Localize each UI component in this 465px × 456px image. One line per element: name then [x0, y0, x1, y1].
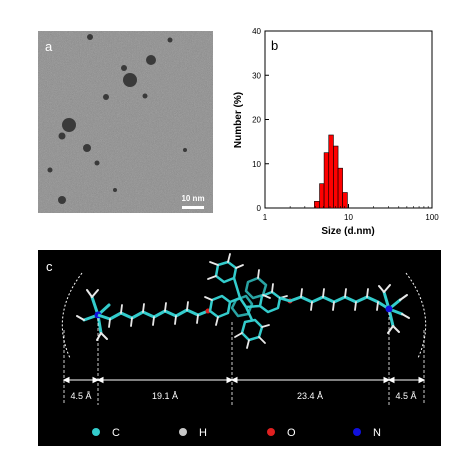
- histogram-bar-2: [319, 183, 325, 209]
- tpe-core-hydrogens: [204, 253, 288, 349]
- histogram-bar-4: [328, 134, 334, 209]
- panel-a: a 10 nm: [38, 31, 213, 213]
- panel-a-label: a: [45, 39, 53, 54]
- x-axis-ticks: 1 10 100: [263, 204, 439, 222]
- left-chain-hydrogens: [108, 301, 199, 328]
- dimension-label-2: 19.1 Å: [152, 391, 178, 401]
- dimension-arrows: [62, 376, 426, 384]
- histogram-bar-5: [333, 145, 339, 209]
- right-boundary-arc: [405, 272, 427, 359]
- panel-c: c: [38, 250, 441, 446]
- panel-b-label: b: [271, 38, 278, 53]
- y-axis-title: Number (%): [233, 92, 244, 148]
- y-tick-label-20: 20: [252, 116, 261, 125]
- x-tick-label-100: 100: [425, 213, 439, 222]
- legend-nitrogen-swatch: [353, 428, 361, 436]
- dimension-label-1: 4.5 Å: [70, 391, 91, 401]
- legend-oxygen-swatch: [267, 428, 275, 436]
- panel-b: b 0 10 20 30 40 1 10 100 Size (d.nm) Number (%…: [233, 27, 439, 237]
- model-background: [38, 250, 441, 446]
- legend-carbon-swatch: [92, 428, 100, 436]
- y-tick-label-10: 10: [252, 160, 261, 169]
- scale-bar-label: 10 nm: [181, 194, 204, 203]
- scale-bar: [182, 206, 204, 209]
- legend-hydrogen-label: H: [199, 427, 207, 439]
- histogram-bar-3: [323, 152, 330, 209]
- dimension-label-4: 4.5 Å: [395, 391, 416, 401]
- legend-oxygen-label: O: [287, 427, 296, 439]
- legend-nitrogen-label: N: [373, 427, 381, 439]
- right-nitrogen-atom: [385, 305, 393, 313]
- legend-hydrogen-swatch: [179, 428, 187, 436]
- y-tick-label-40: 40: [252, 27, 261, 36]
- panel-c-label: c: [46, 259, 53, 274]
- atom-legend: C H O N: [92, 427, 381, 439]
- x-axis-title: Size (d.nm): [321, 226, 374, 237]
- y-axis-ticks: 0 10 20 30 40: [252, 27, 269, 213]
- x-tick-label-1: 1: [263, 213, 268, 222]
- legend-carbon-label: C: [112, 427, 120, 439]
- left-boundary-arc: [61, 272, 83, 359]
- nanoparticles: [47, 34, 187, 204]
- histogram-bars: [314, 134, 348, 209]
- y-tick-label-30: 30: [252, 71, 261, 80]
- dimension-label-3: 23.4 Å: [297, 391, 323, 401]
- y-tick-label-0: 0: [257, 204, 262, 213]
- x-tick-label-10: 10: [344, 213, 353, 222]
- plot-frame: [264, 30, 433, 209]
- right-chain-hydrogens: [300, 288, 379, 311]
- dimension-guides: [63, 312, 425, 405]
- histogram-bar-6: [337, 167, 343, 209]
- histogram-bar-7: [342, 192, 348, 209]
